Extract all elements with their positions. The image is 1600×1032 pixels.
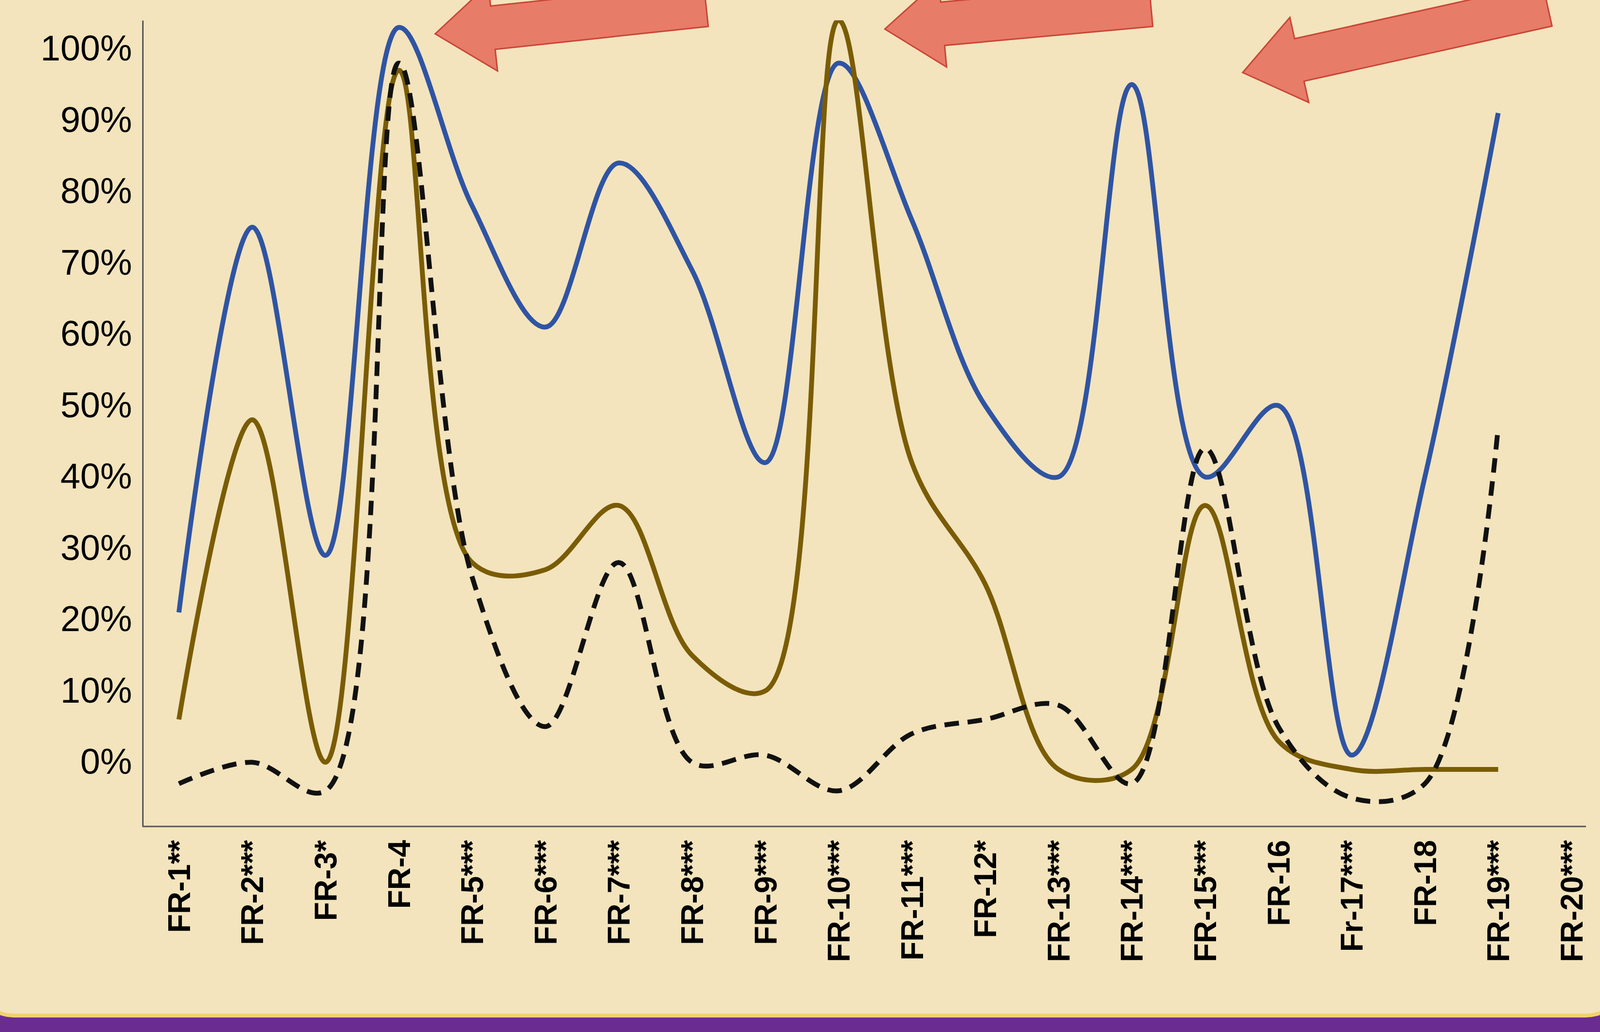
x-tick: FR-14***: [1114, 826, 1150, 963]
x-tick: FR-15***: [1188, 826, 1223, 963]
x-tick-label: FR-18: [1408, 839, 1443, 926]
x-tick: FR-11***: [895, 826, 930, 961]
x-axis-line: [142, 825, 1586, 828]
x-tick-label: FR-3*: [308, 839, 344, 921]
chart: 0%10%20%30%40%50%60%70%80%90%100%FR-1**F…: [0, 0, 1600, 1032]
y-tick-label: 90%: [60, 99, 133, 140]
series-line: [178, 20, 1498, 781]
x-tick-label: FR-15***: [1188, 839, 1223, 963]
y-tick-label: 70%: [60, 242, 133, 283]
x-tick: FR-12*: [968, 826, 1003, 939]
x-tick-label: FR-7***: [601, 839, 637, 945]
x-axis: FR-1** FR-2*** FR-3* FR-4 FR-5*** FR-6*** FR-7…: [142, 826, 1590, 963]
x-tick: FR-7***: [601, 826, 637, 945]
y-tick: 10%: [60, 670, 143, 711]
x-tick-label: FR-8***: [675, 839, 710, 945]
x-tick: FR-4: [381, 826, 417, 909]
y-tick-label: 100%: [40, 28, 133, 69]
arrows: [430, 0, 1557, 116]
y-tick: 70%: [60, 242, 143, 283]
x-tick-label: Fr-17***: [1334, 839, 1370, 952]
y-tick-label: 0%: [80, 741, 133, 782]
x-tick: FR-16: [1261, 826, 1297, 926]
y-tick: 60%: [60, 313, 143, 354]
panel-background: [0, 0, 1600, 1016]
x-tick-label: FR-12*: [968, 839, 1003, 939]
y-tick: 100%: [40, 28, 143, 69]
x-tick: FR-18: [1408, 826, 1443, 926]
arrow: [880, 0, 1155, 73]
x-tick-label: FR-9***: [748, 839, 784, 945]
x-tick: FR-2***: [234, 826, 270, 945]
x-tick-label: FR-6***: [528, 839, 564, 945]
y-axis: 0% 10% 20% 30% 40% 50% 60% 70% 80% 90% 100%: [40, 20, 144, 827]
x-tick: FR-8***: [675, 826, 710, 945]
y-tick: 0%: [80, 741, 143, 782]
y-tick: 30%: [60, 527, 143, 568]
x-tick-label: FR-1**: [161, 839, 197, 933]
arrow: [1233, 0, 1557, 116]
plot-area: [178, 20, 1498, 802]
x-tick: FR-20***: [1554, 826, 1590, 963]
x-tick-label: FR-2***: [234, 839, 270, 945]
x-tick: FR-19***: [1481, 826, 1516, 963]
x-tick: FR-9***: [748, 826, 784, 945]
x-tick-label: FR-14***: [1114, 839, 1150, 963]
y-tick-label: 10%: [60, 670, 133, 711]
y-tick: 80%: [60, 170, 143, 211]
y-tick-label: 80%: [60, 170, 133, 211]
x-tick: Fr-17***: [1334, 826, 1370, 952]
y-tick-label: 30%: [60, 527, 133, 568]
y-axis-line: [142, 20, 144, 827]
x-tick-label: FR-5***: [455, 839, 490, 945]
x-tick-label: FR-16: [1261, 839, 1297, 926]
y-tick: 20%: [60, 598, 143, 639]
x-tick: FR-6***: [528, 826, 564, 945]
series-line: [178, 63, 1498, 802]
y-tick-label: 50%: [60, 384, 133, 426]
x-tick: FR-1**: [161, 826, 197, 933]
x-tick-label: FR-10***: [821, 839, 857, 963]
x-tick-label: FR-19***: [1481, 839, 1516, 963]
y-tick-label: 20%: [60, 598, 133, 639]
x-tick-label: FR-4: [381, 839, 417, 910]
y-tick-label: 40%: [60, 455, 133, 497]
x-tick: FR-5***: [455, 826, 490, 945]
x-tick-label: FR-11***: [895, 839, 930, 961]
x-tick-label: FR-13***: [1041, 839, 1077, 963]
y-tick-label: 60%: [60, 313, 133, 354]
x-tick: FR-13***: [1041, 826, 1077, 963]
y-tick: 90%: [60, 99, 143, 140]
y-tick: 50%: [60, 384, 143, 426]
x-tick: FR-10***: [821, 826, 857, 963]
x-tick: FR-3*: [308, 826, 344, 921]
x-tick-label: FR-20***: [1554, 839, 1590, 963]
y-tick: 40%: [60, 455, 143, 497]
arrow: [430, 0, 711, 77]
